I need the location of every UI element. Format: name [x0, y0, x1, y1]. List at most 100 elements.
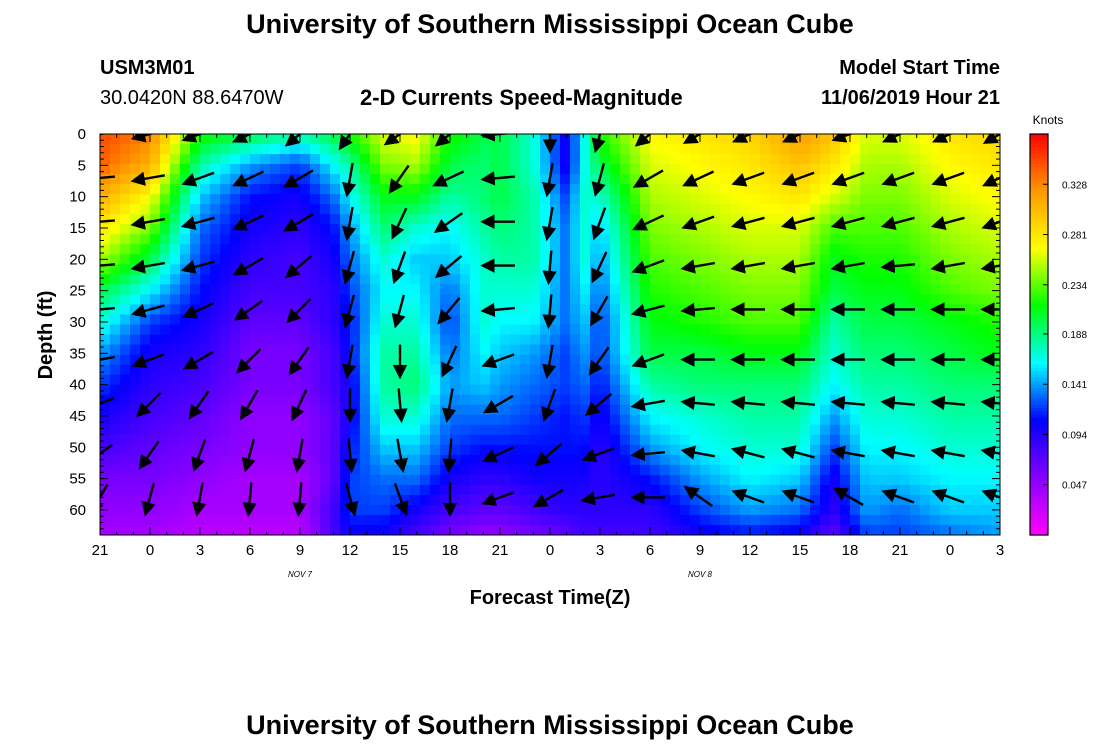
heatmap-cell — [220, 464, 231, 476]
heatmap-cell — [460, 254, 471, 265]
heatmap-cell — [380, 444, 391, 456]
heatmap-cell — [290, 144, 301, 155]
heatmap-cell — [500, 194, 511, 205]
heatmap-cell — [220, 214, 231, 225]
colorbar-segment — [1030, 174, 1048, 179]
heatmap-cell — [550, 314, 561, 326]
heatmap-cell — [910, 194, 921, 205]
heatmap-cell — [340, 474, 351, 486]
heatmap-cell — [760, 204, 771, 215]
colorbar-segment — [1030, 521, 1048, 526]
heatmap-cell — [640, 144, 651, 155]
heatmap-cell — [770, 254, 781, 265]
current-vector — [341, 250, 356, 285]
heatmap-cell — [520, 434, 531, 446]
heatmap-cell — [590, 474, 601, 486]
heatmap-cell — [830, 384, 841, 396]
heatmap-cell — [620, 364, 631, 376]
heatmap-cell — [140, 424, 151, 436]
heatmap-cell — [730, 394, 741, 406]
heatmap-cell — [550, 234, 561, 245]
heatmap-cell — [550, 134, 561, 145]
heatmap-cell — [930, 514, 941, 526]
heatmap-cell — [270, 324, 281, 336]
heatmap-cell — [790, 234, 801, 245]
heatmap-cell — [800, 514, 811, 526]
heatmap-cell — [850, 324, 861, 336]
heatmap-cell — [190, 274, 201, 285]
current-vector — [180, 216, 215, 231]
heatmap-cell — [500, 344, 511, 356]
heatmap-cell — [360, 324, 371, 336]
heatmap-cell — [820, 274, 831, 285]
heatmap-cell — [350, 314, 361, 326]
heatmap-cell — [960, 494, 971, 506]
heatmap-cell — [590, 284, 601, 296]
heatmap-cell — [690, 254, 701, 265]
heatmap-cell — [750, 244, 761, 255]
heatmap-cell — [770, 314, 781, 326]
heatmap-cell — [570, 514, 581, 526]
heatmap-cell — [340, 424, 351, 436]
heatmap-cell — [380, 504, 391, 516]
heatmap-cell — [570, 424, 581, 436]
heatmap-cell — [610, 494, 621, 506]
heatmap-cell — [250, 484, 261, 496]
heatmap-cell — [140, 204, 151, 215]
heatmap-cell — [330, 194, 341, 205]
heatmap-cell — [490, 204, 501, 215]
heatmap-cell — [810, 174, 821, 185]
heatmap-cell — [950, 324, 961, 336]
heatmap-cell — [190, 204, 201, 215]
current-vector — [930, 395, 966, 411]
heatmap-cell — [140, 464, 151, 476]
current-vector — [282, 213, 314, 232]
heatmap-cell — [290, 374, 301, 386]
heatmap-cell — [320, 484, 331, 496]
heatmap-cell — [290, 344, 301, 356]
heatmap-cell — [390, 304, 401, 316]
heatmap-cell — [740, 474, 751, 486]
heatmap-cell — [280, 274, 291, 285]
heatmap-cell — [770, 274, 781, 285]
heatmap-cell — [350, 304, 361, 316]
heatmap-cell — [570, 454, 581, 466]
heatmap-cell — [260, 164, 271, 175]
heatmap-cell — [950, 434, 961, 446]
heatmap-cell — [240, 184, 251, 195]
heatmap-cell — [680, 524, 691, 535]
heatmap-cell — [210, 484, 221, 496]
heatmap-cell — [180, 364, 191, 376]
heatmap-cell — [210, 144, 221, 155]
heatmap-cell — [510, 184, 521, 195]
current-vector — [590, 295, 609, 327]
heatmap-cell — [970, 284, 981, 296]
heatmap-cell — [550, 404, 561, 416]
heatmap-cell — [810, 444, 821, 456]
heatmap-cell — [830, 274, 841, 285]
heatmap-cell — [930, 434, 941, 446]
page-title: University of Southern Mississippi Ocean… — [246, 9, 854, 39]
heatmap-cell — [710, 134, 721, 145]
heatmap-cell — [540, 254, 551, 265]
heatmap-cell — [980, 404, 991, 416]
heatmap-cell — [380, 294, 391, 306]
heatmap-cell — [340, 304, 351, 316]
heatmap-cell — [230, 324, 241, 336]
heatmap-cell — [380, 314, 391, 326]
heatmap-cell — [370, 474, 381, 486]
heatmap-cell — [150, 174, 161, 185]
heatmap-cell — [970, 294, 981, 306]
heatmap-cell — [320, 294, 331, 306]
heatmap-cell — [520, 314, 531, 326]
heatmap-cell — [410, 274, 421, 285]
heatmap-cell — [530, 344, 541, 356]
y-tick-label: 35 — [69, 345, 86, 362]
heatmap-cell — [190, 414, 201, 426]
heatmap-cell — [940, 424, 951, 436]
heatmap-cell — [490, 234, 501, 245]
heatmap-cell — [880, 384, 891, 396]
heatmap-cell — [260, 464, 271, 476]
heatmap-cell — [530, 474, 541, 486]
heatmap-cell — [770, 484, 781, 496]
